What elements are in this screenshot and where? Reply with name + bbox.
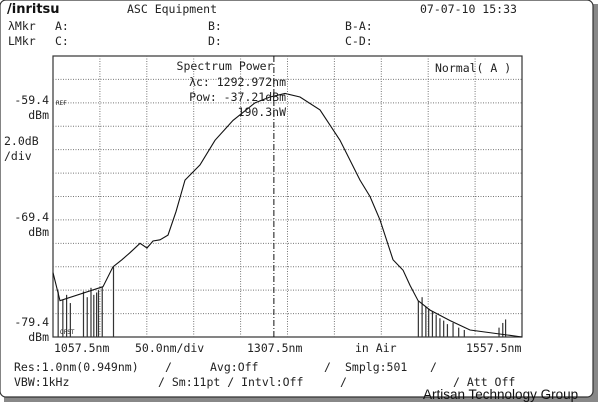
marker-d: D: bbox=[208, 34, 222, 48]
resolution: Res:1.0nm(0.949nm) bbox=[14, 360, 139, 374]
separator: / bbox=[324, 360, 331, 374]
screen-title: ASC Equipment bbox=[127, 2, 217, 16]
marker-c-d: C-D: bbox=[345, 34, 373, 48]
mid-level: -69.4 bbox=[14, 210, 49, 224]
trace-layer bbox=[52, 56, 523, 338]
vbw: VBW:1kHz bbox=[14, 375, 69, 389]
trace-mode: Normal( A ) bbox=[435, 61, 511, 75]
analysis-title: Spectrum Power bbox=[177, 59, 274, 73]
grid bbox=[53, 56, 522, 337]
attenuator: / Att Off bbox=[453, 375, 515, 389]
power-nw: 190.3nW bbox=[238, 105, 287, 119]
marker-a: A: bbox=[55, 19, 69, 33]
spectrum-trace bbox=[52, 92, 523, 338]
center-wavelength: λc: 1292.972nm bbox=[189, 75, 286, 89]
wavelength-marker-label: λMkr bbox=[8, 19, 36, 33]
sampling: Smplg:501 bbox=[345, 360, 407, 374]
stop-wavelength: 1557.5nm bbox=[466, 341, 521, 355]
marker-b: B: bbox=[208, 19, 222, 33]
start-wavelength: 1057.5nm bbox=[54, 341, 109, 355]
ref-level-unit: dBm bbox=[28, 108, 49, 122]
mid-level-unit: dBm bbox=[28, 225, 49, 239]
separator: / bbox=[165, 360, 172, 374]
averaging: Avg:Off bbox=[210, 360, 258, 374]
watermark: Artisan Technology Group bbox=[423, 387, 578, 402]
offset-tag: OFST bbox=[60, 329, 75, 336]
marker-c: C: bbox=[55, 34, 69, 48]
level-marker-label: LMkr bbox=[8, 34, 36, 48]
center-wavelength-axis: 1307.5nm bbox=[247, 341, 302, 355]
smoothing-interval: / Sm:11pt / Intvl:Off bbox=[158, 375, 303, 389]
spectrum-plot bbox=[52, 55, 523, 338]
scale-value: 2.0dB bbox=[4, 134, 39, 148]
ref-tag: REF bbox=[56, 100, 67, 107]
separator: / bbox=[340, 375, 347, 389]
medium: in Air bbox=[355, 341, 397, 355]
anritsu-logo: /inritsu bbox=[7, 2, 60, 17]
power-dbm: Pow: -37.21dBm bbox=[189, 90, 286, 104]
bottom-level-unit: dBm bbox=[28, 330, 49, 344]
span-per-div: 50.0nm/div bbox=[135, 341, 204, 355]
bottom-level: -79.4 bbox=[14, 315, 49, 329]
separator: / bbox=[430, 360, 437, 374]
scale-unit: /div bbox=[4, 149, 32, 163]
ref-level: -59.4 bbox=[14, 93, 49, 107]
marker-b-a: B-A: bbox=[345, 19, 373, 33]
datetime: 07-07-10 15:33 bbox=[420, 2, 517, 16]
